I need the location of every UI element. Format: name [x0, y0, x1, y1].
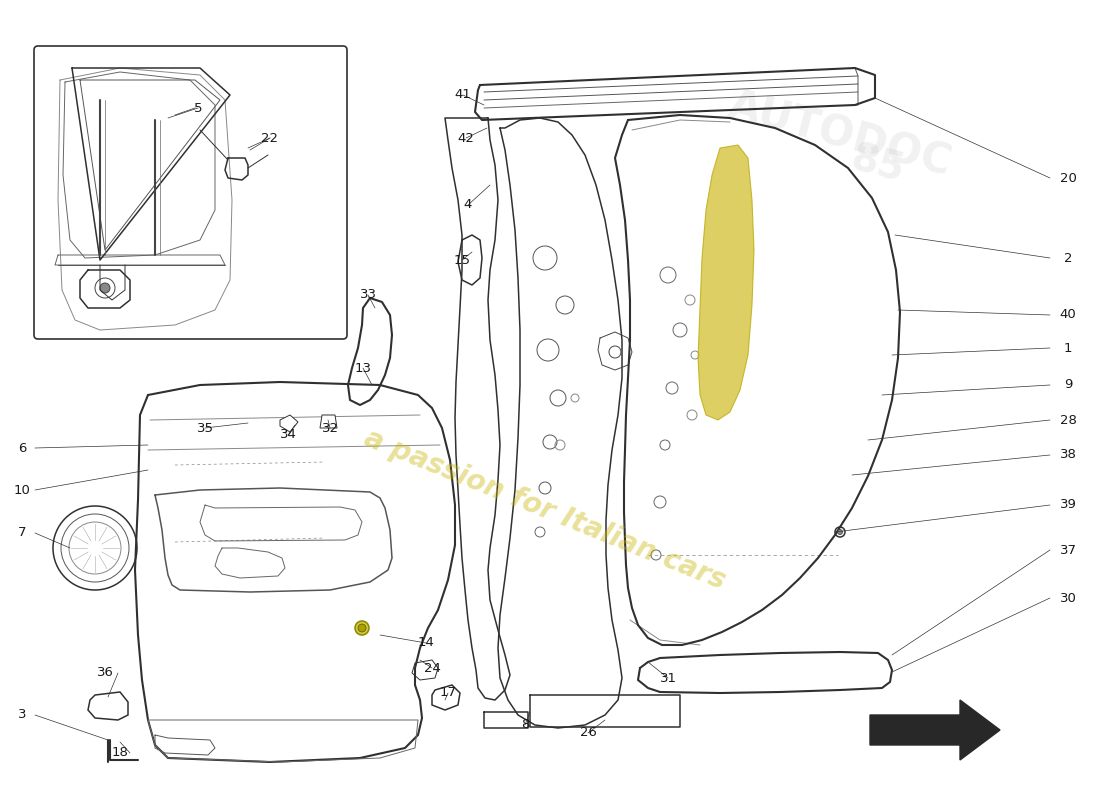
- Text: 34: 34: [279, 429, 296, 442]
- Text: 37: 37: [1059, 543, 1077, 557]
- Text: 2: 2: [1064, 251, 1072, 265]
- Text: 8: 8: [520, 718, 529, 731]
- Circle shape: [100, 283, 110, 293]
- Text: 14: 14: [418, 637, 434, 650]
- Polygon shape: [698, 145, 754, 420]
- Circle shape: [358, 624, 366, 632]
- Text: 4: 4: [464, 198, 472, 211]
- Polygon shape: [88, 692, 128, 720]
- Circle shape: [837, 530, 843, 534]
- Text: 18: 18: [111, 746, 129, 759]
- Text: 33: 33: [360, 289, 376, 302]
- Text: 38: 38: [1059, 449, 1077, 462]
- Text: 5: 5: [194, 102, 202, 114]
- Text: 9: 9: [1064, 378, 1072, 391]
- Polygon shape: [870, 700, 1000, 760]
- Polygon shape: [280, 415, 298, 432]
- Text: 35: 35: [197, 422, 213, 434]
- Text: 42: 42: [458, 131, 474, 145]
- Text: a passion for Italian cars: a passion for Italian cars: [360, 425, 729, 595]
- Text: 22: 22: [262, 131, 278, 145]
- Text: 41: 41: [454, 89, 472, 102]
- Text: 10: 10: [13, 483, 31, 497]
- Text: 28: 28: [1059, 414, 1077, 426]
- Circle shape: [355, 621, 368, 635]
- Text: 20: 20: [1059, 171, 1077, 185]
- FancyBboxPatch shape: [34, 46, 347, 339]
- Text: 85: 85: [847, 140, 909, 190]
- Text: 1: 1: [1064, 342, 1072, 354]
- Text: 7: 7: [18, 526, 26, 539]
- Text: 15: 15: [453, 254, 471, 266]
- Polygon shape: [320, 415, 337, 428]
- Text: 3: 3: [18, 709, 26, 722]
- Text: 39: 39: [1059, 498, 1077, 511]
- Text: 32: 32: [321, 422, 339, 434]
- Text: 36: 36: [97, 666, 113, 679]
- Text: 17: 17: [440, 686, 456, 699]
- Text: 13: 13: [354, 362, 372, 374]
- Text: 26: 26: [580, 726, 596, 739]
- Text: 30: 30: [1059, 591, 1077, 605]
- Text: 40: 40: [1059, 309, 1077, 322]
- Text: 6: 6: [18, 442, 26, 454]
- Polygon shape: [432, 685, 460, 710]
- Text: AUTODOC: AUTODOC: [724, 85, 956, 185]
- Text: 24: 24: [424, 662, 440, 674]
- Polygon shape: [412, 660, 438, 680]
- Text: 31: 31: [660, 671, 676, 685]
